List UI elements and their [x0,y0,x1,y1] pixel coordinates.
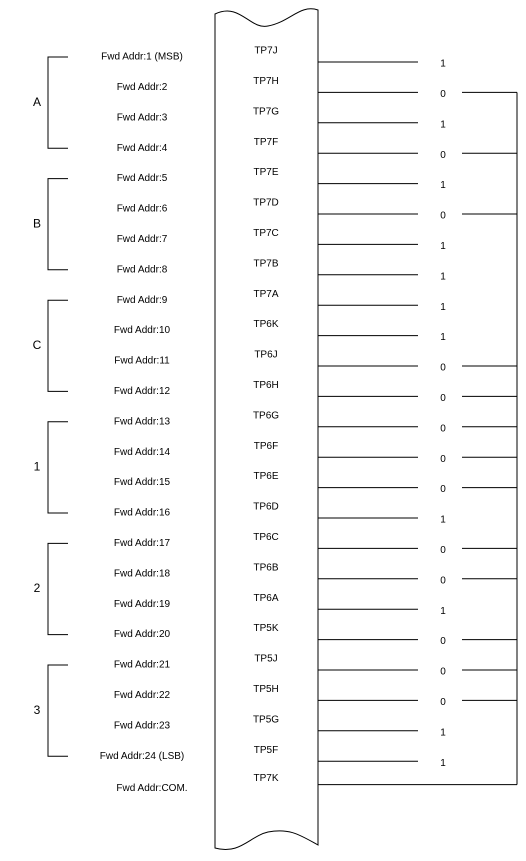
pin-label: TP7E [253,167,278,178]
group-label: 2 [34,581,41,595]
bit-value: 1 [440,727,446,738]
pin-label: TP6B [253,562,278,573]
bit-value: 1 [440,302,446,313]
bit-value: 0 [440,211,446,222]
bit-value: 0 [440,150,446,161]
address-label: Fwd Addr:7 [117,234,168,245]
address-label: Fwd Addr:COM. [116,783,187,794]
group-bracket [47,421,68,514]
address-label: Fwd Addr:24 (LSB) [100,751,184,762]
group-bracket [47,178,68,271]
connector-body [214,8,319,850]
pin-label: TP6F [254,441,278,452]
address-label: Fwd Addr:16 [114,508,171,519]
pin-label: TP7B [253,258,278,269]
address-label: Fwd Addr:22 [114,690,171,701]
address-label: Fwd Addr:23 [114,720,171,731]
bit-value: 1 [440,271,446,282]
pin-label: TP7D [253,198,279,209]
address-label: Fwd Addr:1 (MSB) [101,52,183,63]
pin-label: TP7G [253,106,279,117]
pin-label: TP6D [253,502,279,513]
bit-value: 1 [440,59,446,70]
bit-value: 1 [440,332,446,343]
bit-value: 1 [440,606,446,617]
group-label: C [33,338,42,352]
pin-label: TP5F [254,745,278,756]
address-label: Fwd Addr:20 [114,629,171,640]
pin-label: TP7H [253,76,279,87]
pin-label: TP7K [253,773,278,784]
pin-label: TP7C [253,228,279,239]
address-label: Fwd Addr:17 [114,538,171,549]
pin-label: TP6G [253,410,279,421]
bit-value: 0 [440,697,446,708]
pin-label: TP7A [253,289,278,300]
group-label: A [33,95,41,109]
address-label: Fwd Addr:11 [114,356,170,367]
bit-value: 1 [440,180,446,191]
address-label: Fwd Addr:18 [114,568,171,579]
bit-value: 1 [440,515,446,526]
pin-label: TP5G [253,714,279,725]
bit-value: 0 [440,545,446,556]
address-label: Fwd Addr:8 [117,264,168,275]
pin-label: TP7J [254,46,277,57]
pin-label: TP6A [253,593,278,604]
group-bracket [47,664,68,757]
bit-value: 0 [440,667,446,678]
address-label: Fwd Addr:9 [117,295,168,306]
group-label: B [33,216,41,230]
group-label: 3 [34,703,41,717]
address-label: Fwd Addr:15 [114,477,171,488]
bit-value: 1 [440,241,446,252]
bit-value: 0 [440,89,446,100]
pin-label: TP6K [253,319,278,330]
bit-value: 0 [440,423,446,434]
bit-value: 0 [440,575,446,586]
pin-label: TP5J [254,654,277,665]
address-label: Fwd Addr:10 [114,325,171,336]
bit-value: 1 [440,119,446,130]
address-label: Fwd Addr:4 [117,143,168,154]
address-label: Fwd Addr:6 [117,204,168,215]
group-label: 1 [34,460,41,474]
pin-label: TP7F [254,137,278,148]
bit-value: 0 [440,393,446,404]
group-bracket [47,56,68,149]
pin-label: TP6C [253,532,279,543]
address-label: Fwd Addr:19 [114,599,171,610]
bit-value: 0 [440,484,446,495]
pin-label: TP6E [253,471,278,482]
bit-value: 0 [440,454,446,465]
group-bracket [47,299,68,392]
bit-value: 0 [440,636,446,647]
pin-label: TP6J [254,350,277,361]
address-label: Fwd Addr:12 [114,386,171,397]
pin-label: TP6H [253,380,279,391]
address-label: Fwd Addr:13 [114,416,171,427]
pin-label: TP5K [253,623,278,634]
address-label: Fwd Addr:14 [114,447,171,458]
pin-label: TP5H [253,684,279,695]
address-label: Fwd Addr:5 [117,173,168,184]
bit-value: 1 [440,758,446,769]
group-bracket [47,542,68,636]
bit-value: 0 [440,363,446,374]
address-label: Fwd Addr:21 [114,660,171,671]
address-label: Fwd Addr:2 [117,82,168,93]
address-label: Fwd Addr:3 [117,112,168,123]
